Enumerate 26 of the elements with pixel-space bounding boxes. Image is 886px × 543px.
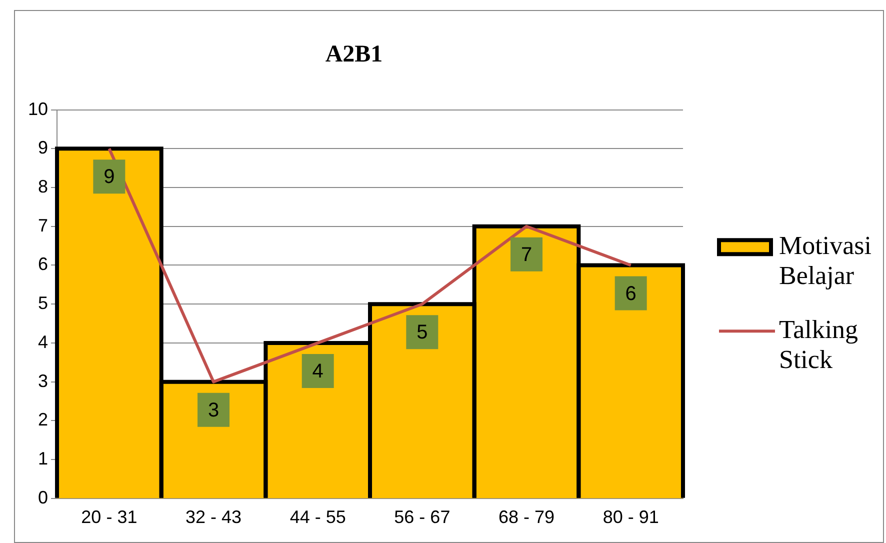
y-tick-label: 3 — [38, 370, 48, 391]
chart-title: A2B1 — [325, 42, 383, 68]
y-tick-label: 6 — [38, 254, 48, 274]
y-tick-label: 0 — [38, 487, 48, 508]
y-tick-label: 2 — [38, 410, 48, 430]
y-tick-label: 5 — [38, 293, 48, 314]
data-label: 6 — [625, 282, 636, 305]
x-tick-label: 32 - 43 — [185, 507, 242, 528]
x-tick-label: 44 - 55 — [290, 507, 346, 528]
data-label: 5 — [416, 322, 428, 344]
data-label: 7 — [520, 244, 532, 266]
x-tick-label: 56 - 67 — [394, 507, 450, 528]
legend-label: Motivasi Belajar — [779, 230, 872, 290]
data-label: 4 — [312, 360, 324, 382]
y-tick-label: 8 — [38, 176, 48, 196]
legend-label: Talking Stick — [779, 314, 858, 374]
data-label: 9 — [104, 166, 115, 188]
x-tick-label: 68 - 79 — [498, 507, 555, 528]
y-tick-label: 10 — [28, 98, 48, 119]
data-label: 3 — [208, 399, 220, 422]
y-tick-label: 1 — [38, 448, 48, 469]
y-tick-label: 9 — [38, 138, 48, 158]
y-tick-label: 7 — [38, 215, 48, 236]
x-tick-label: 20 - 31 — [81, 507, 138, 528]
y-tick-label: 4 — [38, 332, 48, 352]
x-tick-label: 80 - 91 — [602, 507, 659, 528]
